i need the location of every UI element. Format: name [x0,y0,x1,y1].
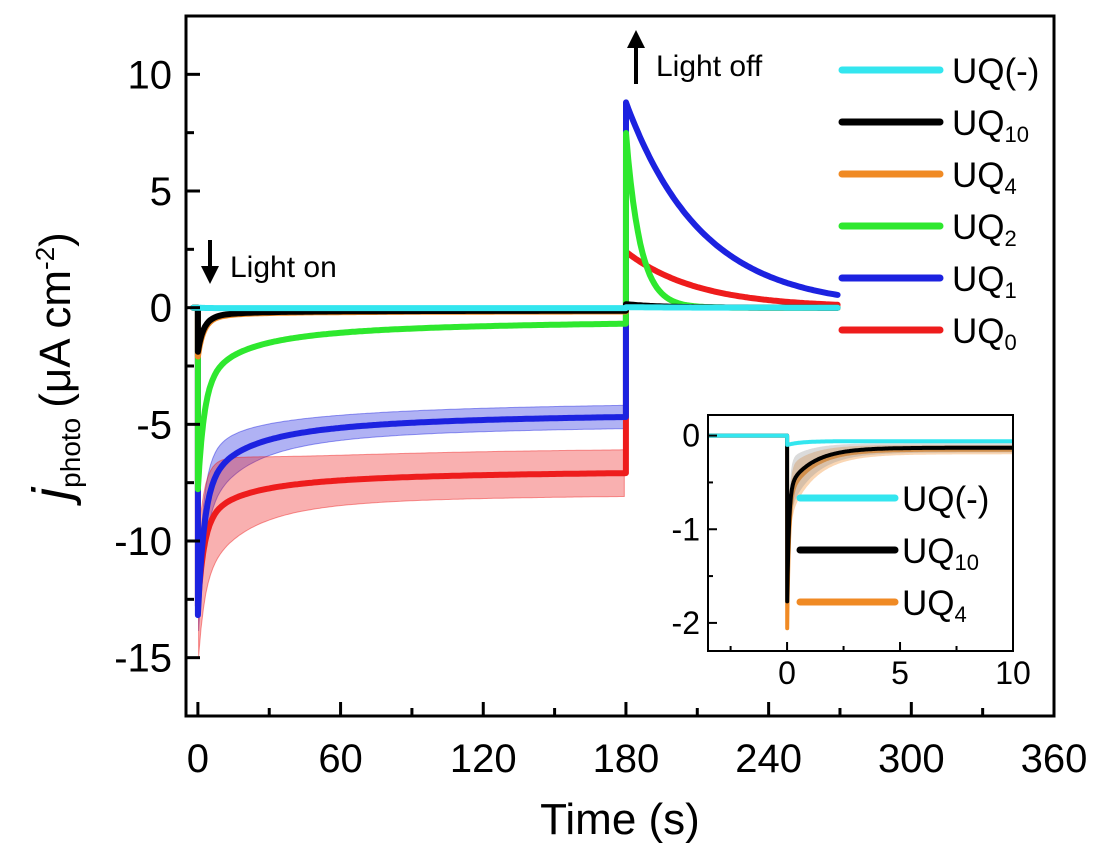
x-axis-title: Time (s) [540,795,700,843]
legend-subscript: 4 [955,602,967,627]
annotations: Light on Light off [201,30,763,284]
x-tick-label: 360 [1021,737,1088,781]
legend-label: UQ0 [952,312,1017,355]
inset-series-line-UQ(-) [708,433,1013,447]
legend-label: UQ2 [952,208,1017,251]
y-tick-label: -10 [114,520,172,564]
legend-label: UQ4 [952,156,1017,199]
light-off-annotation: Light off [627,30,763,84]
main-legend: UQ(-) UQ10 UQ4 UQ2 UQ1 UQ0 [838,52,1039,355]
y-tick-label: 0 [150,287,172,331]
x-tick-label: 0 [187,737,209,781]
light-off-label: Light off [656,50,763,83]
legend-item-UQ10: UQ10 [838,104,1029,147]
inset-background [708,415,1013,651]
legend-item-UQ0: UQ0 [838,312,1017,355]
inset-x-tick-label: 5 [891,655,909,691]
inset-y-tick-label: -1 [672,511,700,547]
y-axis-title-superscript: -2 [30,247,60,270]
series-line-UQ0 [190,248,841,609]
legend-subscript: 0 [1005,330,1017,355]
inset-series-line-UQ10 [708,433,1013,604]
y-tick-label: -15 [114,637,172,681]
x-tick-label: 300 [878,737,945,781]
light-off-arrow-head [627,30,645,48]
legend-subscript: 10 [1005,122,1029,147]
legend-item-UQ2: UQ2 [838,208,1017,251]
light-on-arrow-head [201,266,219,284]
main-lines [190,99,841,619]
legend-subscript: 1 [1005,278,1017,303]
x-tick-label: 180 [593,737,660,781]
inset-y-tick-label: -2 [672,605,700,641]
inset-y-tick-label: 0 [682,418,700,454]
x-tick-label: 240 [735,737,802,781]
inset-band-UQ10 [787,443,1013,610]
y-axis-title-units: (μA cm [31,270,80,408]
inset-x-tick-label: 10 [995,655,1031,691]
inset-x-tick-label: 0 [778,655,796,691]
y-tick-label: -5 [136,403,172,447]
series-line-UQ1 [190,99,841,619]
light-on-annotation: Light on [201,240,337,284]
light-on-label: Light on [230,251,337,284]
y-axis-title-close: ) [31,232,80,247]
inset-frame [707,414,1014,652]
legend-label: UQ10 [952,104,1029,147]
legend-item-UQ1: UQ1 [838,260,1017,303]
x-tick-label: 60 [318,737,363,781]
inset-legend-item-UQ(-): UQ(-) [796,480,989,519]
inset-legend-label: UQ(-) [902,480,989,519]
inset-legend-item-UQ4: UQ4 [796,584,967,627]
band-UQ0 [198,449,625,657]
legend-item-UQ(-): UQ(-) [838,52,1039,91]
inset-lines [708,433,1013,633]
legend-label: UQ1 [952,260,1017,303]
x-tick-label: 120 [450,737,517,781]
legend-item-UQ4: UQ4 [838,156,1017,199]
legend-subscript: 10 [955,550,979,575]
y-tick-label: 10 [128,53,173,97]
y-axis-title-subscript: photo [55,418,86,488]
y-axis-title-symbol: j [22,486,82,507]
y-axis-title: jphoto (μA cm-2) [22,232,86,507]
series-line-UQ(-) [190,304,841,312]
y-tick-label: 5 [150,170,172,214]
legend-subscript: 4 [1005,174,1017,199]
axis-titles: Time (s) jphoto(μA cm-2) [22,232,700,843]
inset-axes: 0 5 10 0 -1 -2 [672,418,1031,691]
legend-label: UQ(-) [952,52,1039,91]
legend-subscript: 2 [1005,226,1017,251]
